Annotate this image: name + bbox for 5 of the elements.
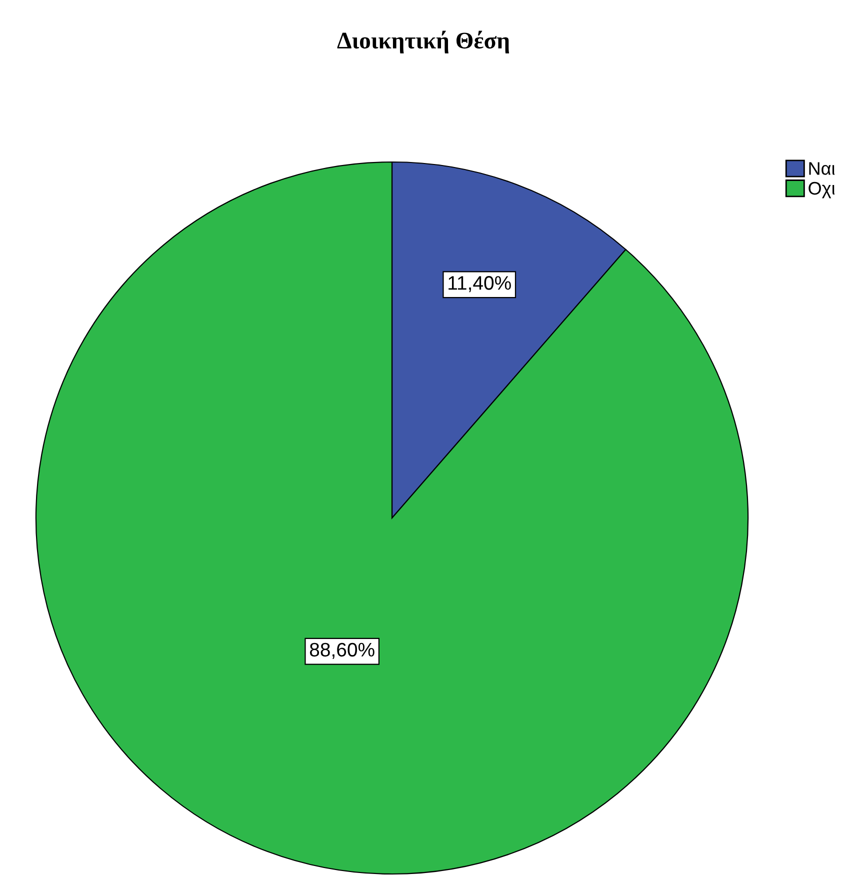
legend-label: Οχι [808,182,835,198]
chart-title: Διοικητική Θέση [337,30,510,54]
data-label: 88,60% [310,642,374,659]
data-label: 11,40% [448,276,511,292]
legend-label: Ναι [809,162,835,175]
